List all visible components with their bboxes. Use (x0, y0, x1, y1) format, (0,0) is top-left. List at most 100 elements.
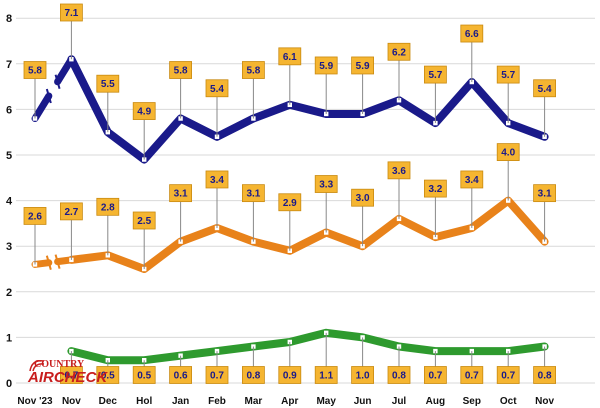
data-label: 0.5 (101, 371, 115, 382)
data-label: 4.0 (501, 148, 515, 159)
data-label-box (132, 366, 156, 384)
data-label-box (278, 193, 302, 212)
data-label: 2.7 (64, 207, 78, 218)
x-tick-label: Feb (208, 396, 226, 407)
data-label-box (23, 207, 47, 225)
series-break-mark (54, 254, 61, 269)
data-label-box (169, 61, 193, 79)
data-label: 2.5 (137, 216, 151, 227)
country-aircheck-logo: COUNTRY AIRCHECK (28, 357, 107, 393)
data-label-box (241, 61, 265, 79)
y-axis-ticks: 0 1 2 3 4 5 6 7 8 (6, 13, 13, 390)
y-tick-label: 2 (6, 287, 12, 299)
data-label: 2.9 (283, 198, 297, 209)
y-tick-label: 8 (6, 13, 12, 25)
data-label-box (496, 143, 520, 162)
x-tick-label: Nov (535, 396, 554, 407)
data-label: 3.6 (392, 166, 406, 177)
data-label-box (423, 366, 447, 384)
data-label-box (60, 366, 83, 384)
data-label-box (278, 366, 302, 384)
series-break-stub (31, 259, 53, 268)
data-label-box (387, 366, 411, 384)
data-label: 6.6 (465, 29, 479, 40)
data-point-marker (32, 116, 38, 121)
data-label-box (351, 56, 375, 75)
data-label-box (241, 366, 265, 384)
data-label-box (387, 161, 411, 180)
data-label: 0.7 (465, 371, 479, 382)
data-label: 3.4 (210, 175, 224, 186)
y-tick-label: 7 (6, 59, 12, 71)
data-label-box (205, 79, 229, 98)
data-label: 5.8 (28, 66, 42, 77)
data-label-box (169, 366, 193, 384)
data-label: 0.8 (392, 371, 406, 382)
x-tick-label: Apr (281, 396, 298, 407)
series-line-orange (67, 196, 549, 273)
x-tick-label: Aug (426, 396, 445, 407)
data-label-box (23, 61, 47, 79)
x-tick-label: Mar (245, 396, 263, 407)
data-label-box (496, 65, 520, 84)
data-label: 5.4 (210, 84, 224, 95)
data-label: 0.5 (137, 371, 151, 382)
data-label-box (314, 175, 338, 193)
x-tick-label: Jun (354, 396, 372, 407)
x-tick-label: Nov '23 (17, 396, 53, 407)
data-label-box (278, 47, 302, 66)
data-label: 3.4 (465, 175, 479, 186)
logo-bottom-text: AIRCHECK (28, 369, 108, 386)
data-label: 3.1 (538, 189, 552, 200)
data-label: 3.1 (174, 189, 188, 200)
data-label-box (496, 366, 520, 384)
data-label: 0.6 (174, 371, 188, 382)
data-label-box (132, 102, 156, 120)
y-tick-label: 6 (6, 104, 12, 116)
data-point-marker (360, 111, 365, 117)
series-break-mark (45, 255, 52, 270)
data-label: 5.8 (246, 66, 260, 77)
series-line-green (67, 328, 549, 365)
logo-arc-icon (29, 359, 45, 372)
logo-top-text: COUNTRY (34, 359, 85, 370)
series-break-stub (31, 92, 53, 123)
data-label-box (351, 366, 375, 384)
data-point-marker (178, 116, 183, 121)
data-label: 3.3 (319, 180, 333, 191)
y-tick-label: 3 (6, 241, 12, 253)
y-tick-label: 5 (6, 150, 12, 162)
data-label: 0.7 (428, 371, 442, 382)
data-label: 5.7 (428, 70, 442, 81)
series-line-navy (67, 55, 549, 164)
x-tick-label: Nov (62, 396, 81, 407)
data-label: 7.1 (64, 8, 78, 19)
data-label: 5.4 (538, 84, 552, 95)
data-label: 0.8 (246, 371, 260, 382)
data-label: 1.0 (356, 371, 370, 382)
data-label-box (205, 170, 229, 189)
data-label-box (533, 79, 556, 98)
data-label: 5.9 (356, 61, 370, 72)
series-break-mark (54, 74, 61, 90)
data-point-marker (324, 111, 329, 117)
x-tick-label: May (316, 396, 336, 407)
data-label: 5.9 (319, 61, 333, 72)
data-labels: 5.8 7.1 5.5 4.9 5.8 5.4 5.8 6.1 5.9 5.9 6.2 5.7 6.6 5… (23, 3, 556, 384)
data-label-box (423, 179, 447, 198)
x-tick-label: Hol (136, 396, 152, 407)
data-label: 0.7 (64, 371, 78, 382)
data-label-box (533, 184, 556, 203)
data-label-box (387, 42, 411, 61)
x-axis-ticks: Nov '23 Nov Dec Hol Jan Feb Mar Apr May Jun Jul Aug… (17, 396, 554, 407)
data-label: 1.1 (319, 371, 333, 382)
x-tick-label: Jul (392, 396, 407, 407)
data-label: 6.2 (392, 47, 406, 58)
x-tick-label: Dec (99, 396, 118, 407)
y-tick-label: 0 (6, 378, 12, 390)
series-break-mark (45, 88, 52, 104)
y-tick-label: 1 (6, 332, 12, 344)
data-label: 5.7 (501, 70, 515, 81)
